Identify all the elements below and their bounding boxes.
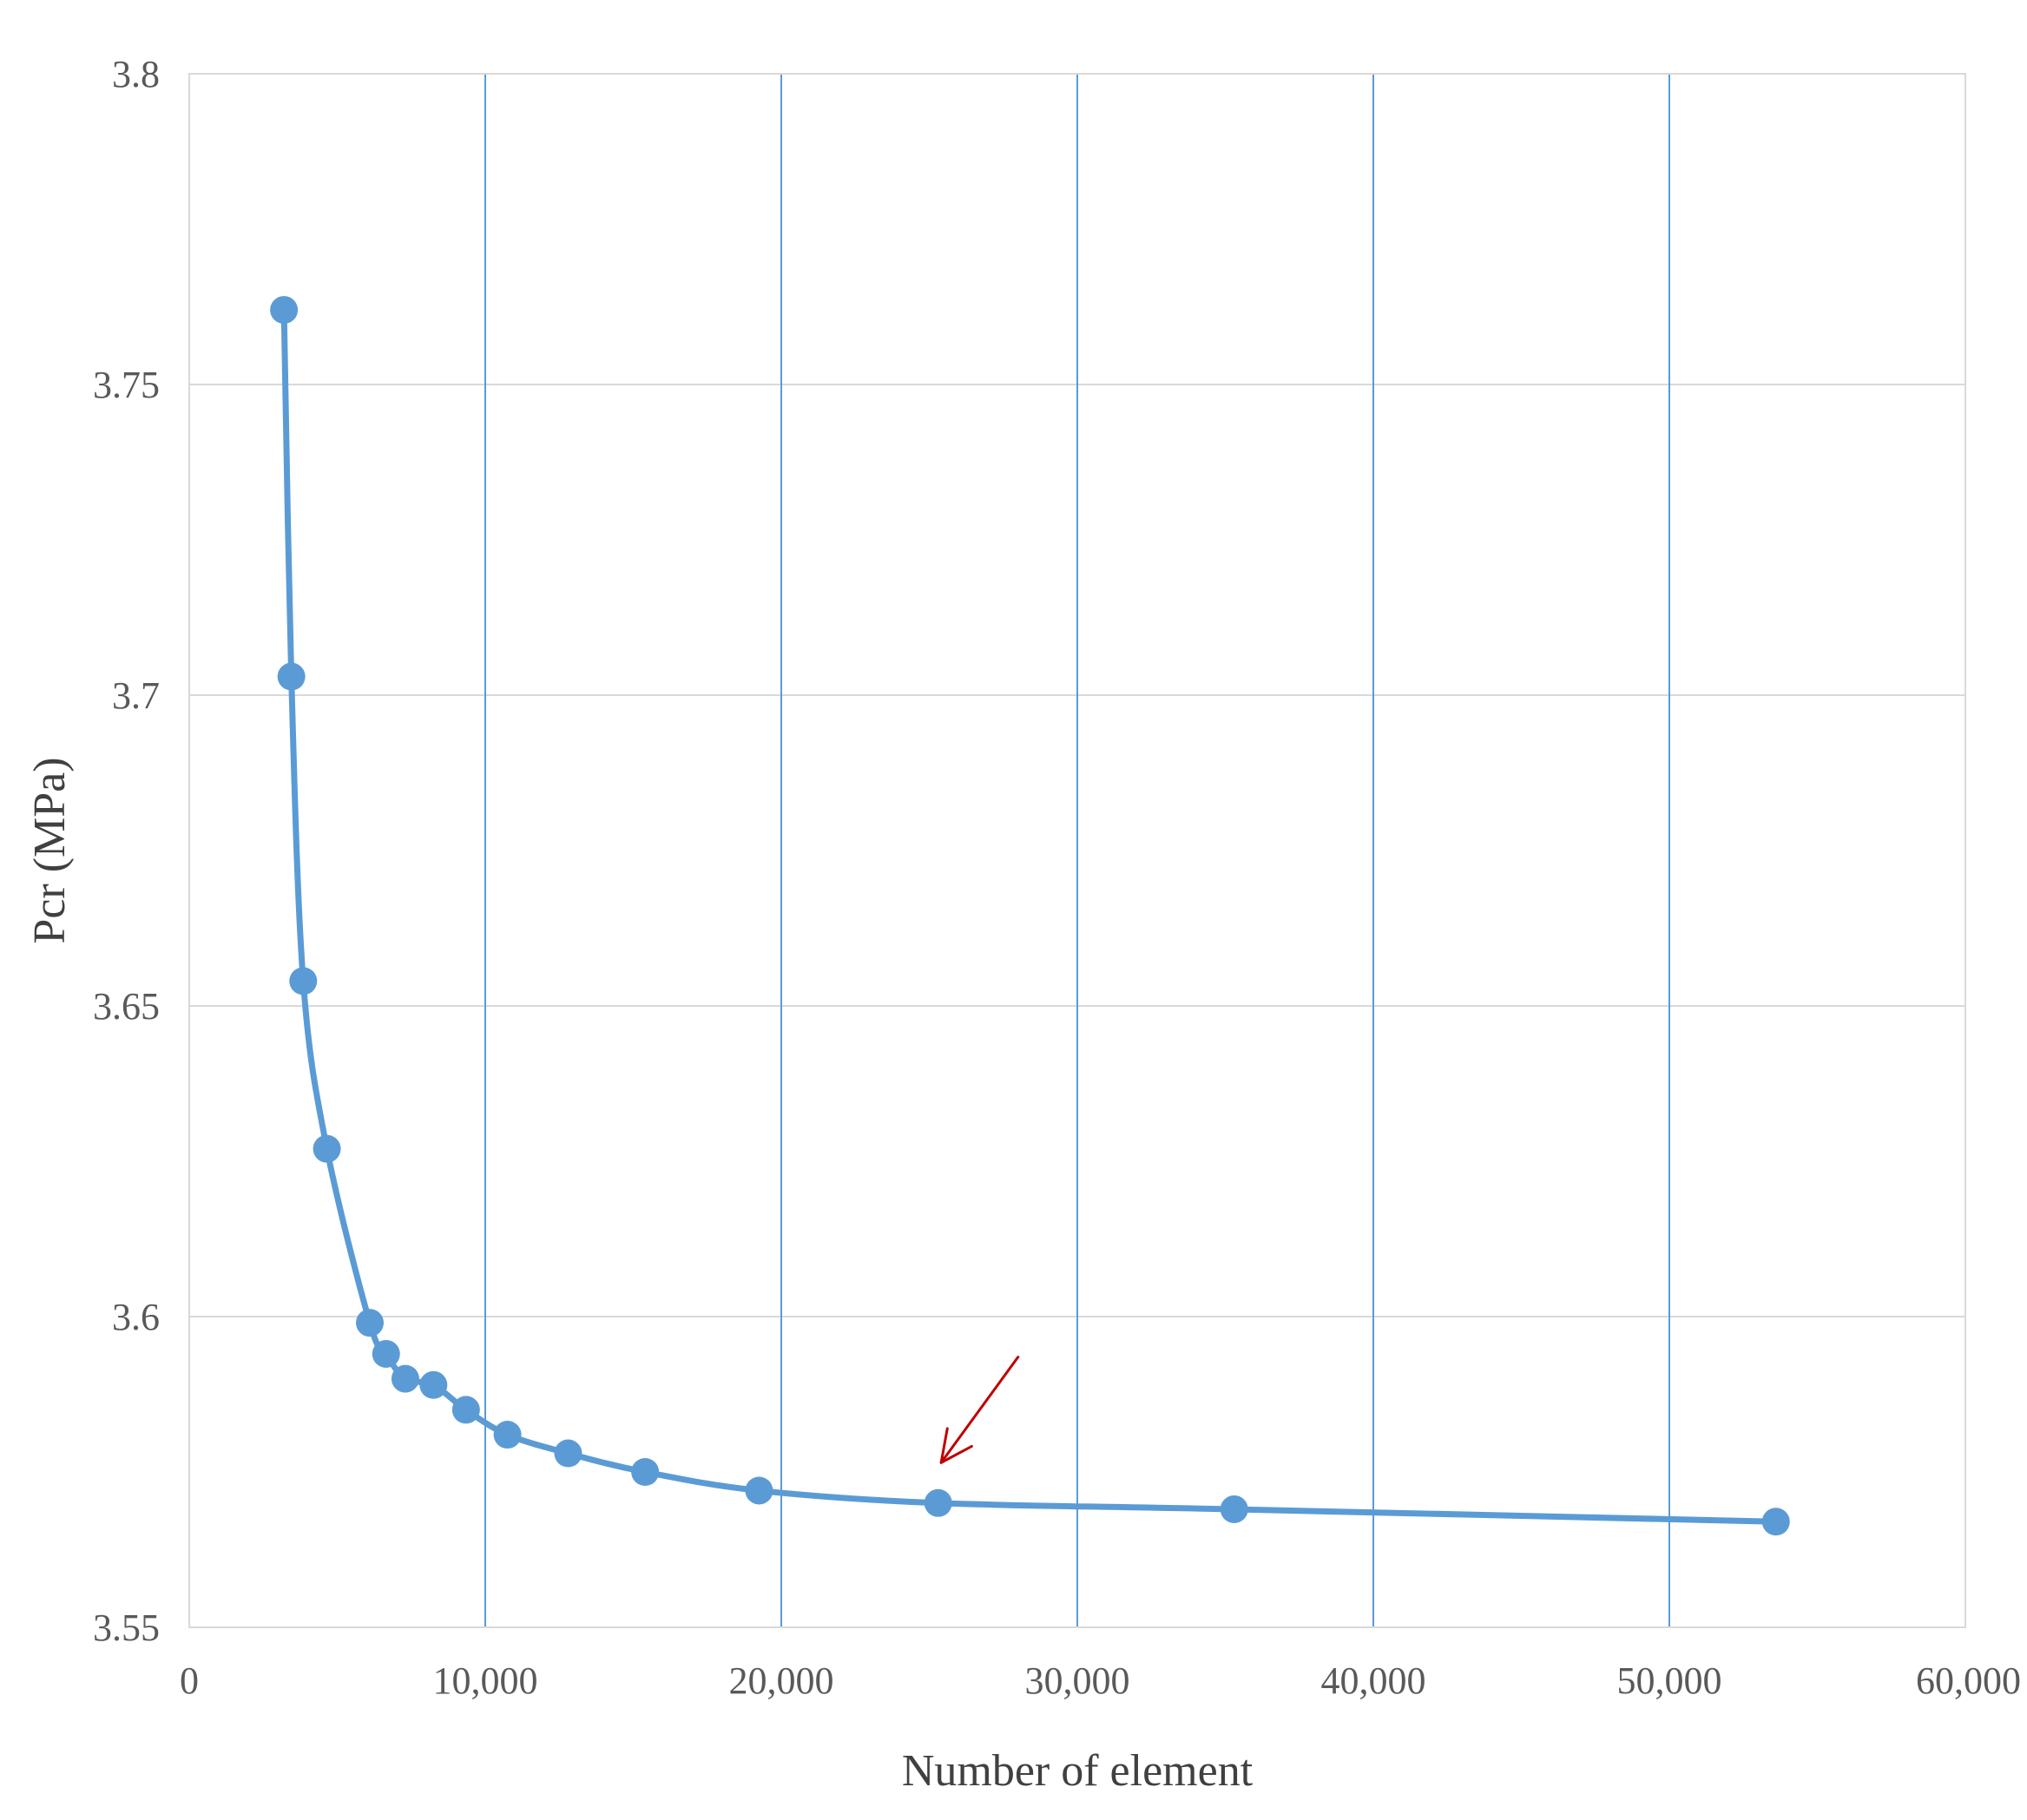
y-tick-label: 3.75: [93, 364, 160, 406]
plot-area-border: [188, 73, 1966, 1628]
x-tick-label: 60,000: [1916, 1659, 2021, 1702]
y-tick-label: 3.65: [93, 985, 160, 1028]
y-axis-tick-labels: 3.55 3.6 3.65 3.7 3.75 3.8: [93, 53, 160, 1649]
x-tick-label: 30,000: [1025, 1659, 1130, 1702]
data-point: [419, 1370, 448, 1399]
data-point: [493, 1421, 522, 1449]
x-tick-label: 50,000: [1617, 1659, 1722, 1702]
data-point: [451, 1396, 480, 1424]
data-point: [270, 296, 299, 325]
data-point: [356, 1309, 385, 1337]
y-tick-label: 3.6: [112, 1296, 160, 1338]
y-tick-label: 3.7: [112, 674, 160, 717]
data-point: [1761, 1508, 1790, 1536]
data-point: [745, 1476, 773, 1505]
data-point: [554, 1439, 582, 1468]
data-point: [631, 1458, 660, 1486]
data-point: [313, 1134, 341, 1163]
x-tick-label: 0: [180, 1659, 199, 1702]
y-axis-title: Pcr (MPa): [25, 757, 75, 943]
data-point: [289, 967, 318, 995]
x-tick-label: 20,000: [729, 1659, 834, 1702]
data-point: [277, 662, 306, 691]
x-axis-tick-labels: 0 10,000 20,000 30,000 40,000 50,000 60,000: [180, 1659, 2021, 1702]
x-tick-label: 10,000: [433, 1659, 538, 1702]
data-point: [1220, 1495, 1248, 1523]
x-axis-title: Number of element: [902, 1746, 1254, 1796]
x-tick-label: 40,000: [1321, 1659, 1426, 1702]
series-markers: [270, 296, 1790, 1536]
annotations: [939, 1356, 1020, 1464]
y-tick-label: 3.8: [112, 53, 160, 95]
annotation-arrow: [939, 1356, 1020, 1464]
y-tick-label: 3.55: [93, 1606, 160, 1649]
data-point: [391, 1364, 419, 1393]
data-point: [372, 1339, 400, 1368]
data-point: [924, 1488, 952, 1517]
